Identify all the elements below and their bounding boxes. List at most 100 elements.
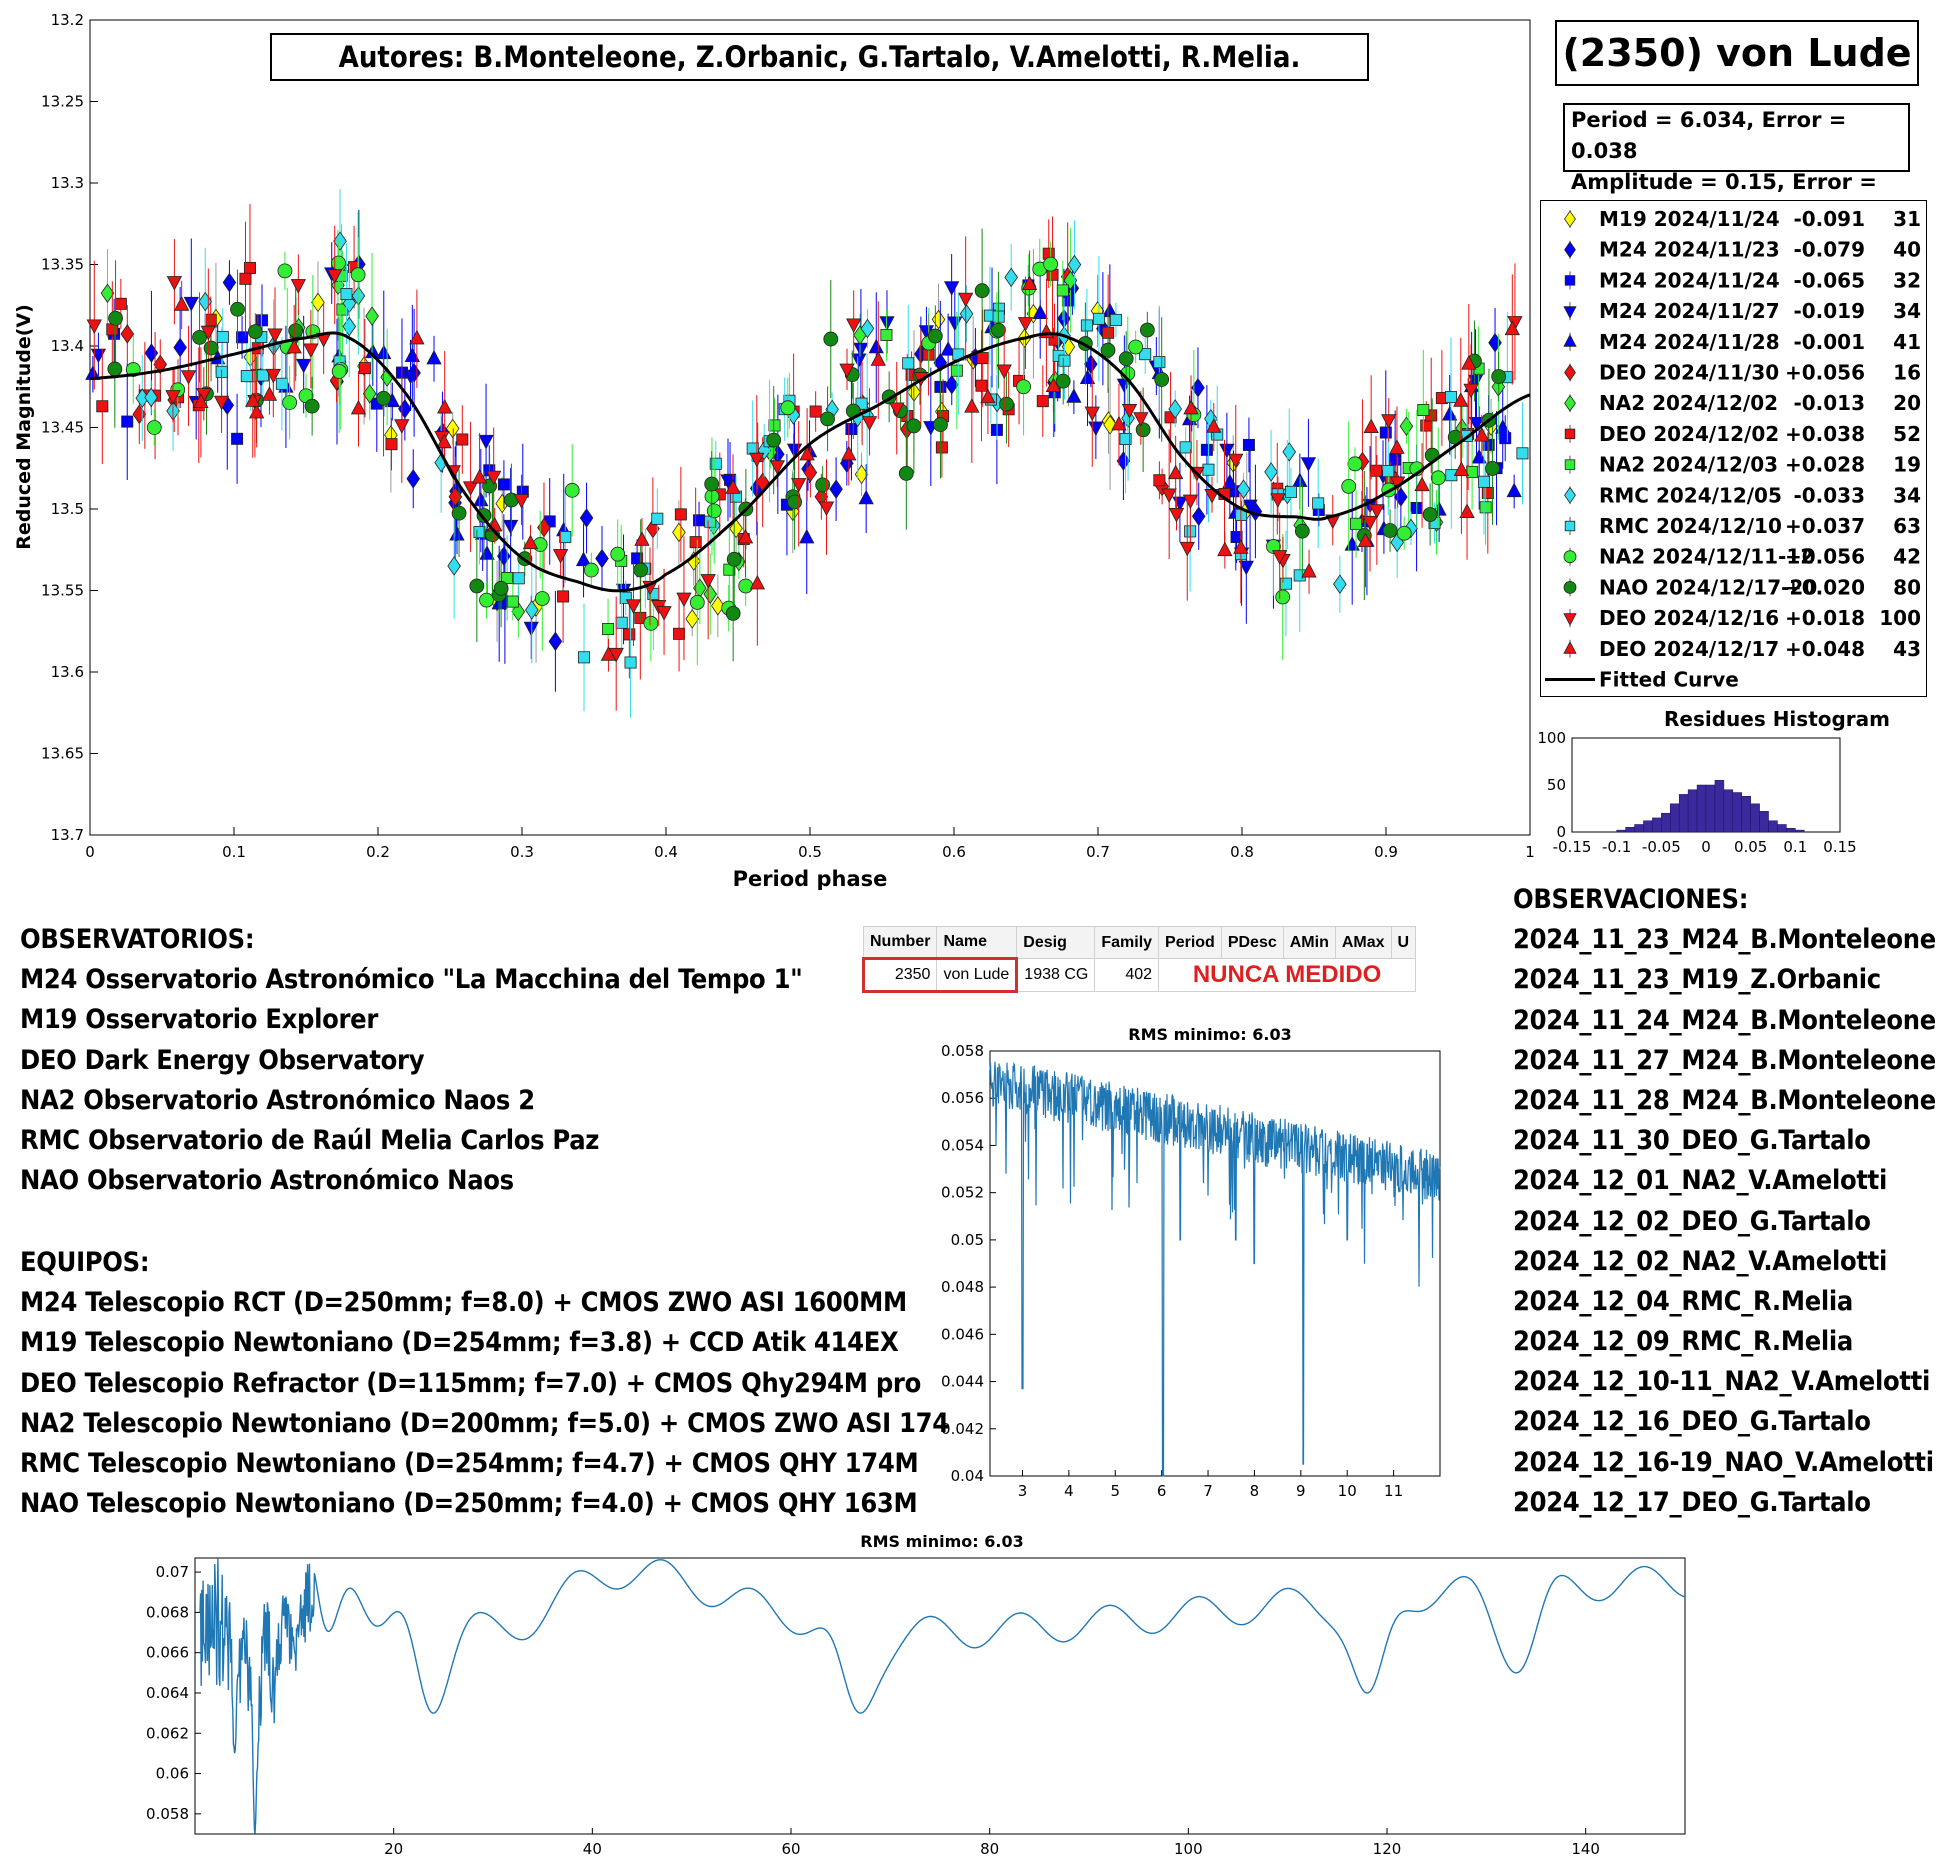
data-point (506, 595, 519, 608)
rms-periodogram-small: RMS minimo: 6.03 3 4 5 6 7 8 9 10 11 0.04 0.042 0.0… (941, 1025, 1441, 1500)
data-point (216, 330, 229, 343)
data-point (236, 331, 249, 344)
data-point (1471, 448, 1487, 464)
data-point (1461, 355, 1477, 370)
data-point (1347, 456, 1363, 472)
data-point (1183, 399, 1199, 415)
data-point (787, 494, 802, 510)
data-point (1139, 322, 1155, 338)
data-point (502, 519, 519, 535)
legend-marker (1564, 275, 1576, 286)
data-point (557, 590, 570, 603)
data-point (799, 445, 815, 461)
data-point (513, 494, 530, 509)
data-point (385, 438, 398, 451)
y-tick-label: 13.3 (51, 174, 84, 192)
data-point (1266, 539, 1281, 554)
data-point (1282, 442, 1297, 462)
legend-marker (1563, 306, 1577, 319)
legend-label: NA2 2024/12/11-12 (1599, 545, 1814, 569)
data-point (1119, 432, 1132, 445)
data-point (448, 486, 463, 507)
equipos-block: EQUIPOS: M24 Telescopio RCT (D=250mm; f=… (20, 1243, 949, 1524)
equipo-line: NA2 Telescopio Newtoniano (D=200mm; f=5.… (20, 1407, 949, 1439)
data-point (1394, 487, 1408, 507)
histogram-bar (1616, 829, 1626, 833)
data-point (1468, 416, 1485, 432)
legend-marker (1563, 550, 1577, 564)
legend-offset: +0.056 (1785, 545, 1865, 569)
data-point (769, 460, 785, 475)
data-point (1238, 560, 1254, 576)
col-amax: AMax (1334, 926, 1392, 959)
data-point (165, 390, 181, 405)
data-point (839, 363, 855, 379)
data-point (183, 296, 199, 312)
x-tick-label: 0.3 (510, 843, 534, 861)
data-point (564, 482, 580, 498)
data-point (1499, 432, 1512, 445)
data-point (711, 596, 725, 616)
legend-label: DEO 2024/12/16 (1599, 606, 1779, 630)
observatorio-line: NA2 Observatorio Astronómico Naos 2 (20, 1084, 535, 1116)
data-point (1118, 351, 1134, 367)
data-point (333, 231, 347, 251)
y-tick-label: 13.2 (51, 11, 84, 29)
data-point (1312, 497, 1325, 510)
data-point (1242, 499, 1258, 515)
observacion-line: 2024_12_09_RMC_R.Melia (1513, 1326, 1854, 1358)
data-point (1230, 531, 1243, 544)
data-point (282, 395, 298, 410)
data-point (818, 501, 835, 517)
legend-label: NA2 2024/12/03 (1599, 453, 1778, 477)
data-point (166, 276, 183, 291)
data-point (290, 279, 307, 294)
rms-x-tick-label: 8 (1250, 1482, 1260, 1500)
rms-x-tick-label: 20 (384, 1840, 403, 1858)
data-point (107, 361, 123, 377)
x-tick-label: 0.2 (366, 843, 390, 861)
data-point (1275, 589, 1291, 605)
data-point (1043, 256, 1059, 272)
data-point (1100, 342, 1116, 358)
data-point (858, 489, 874, 505)
data-point (146, 420, 162, 435)
data-point (1202, 463, 1215, 476)
data-point (436, 433, 452, 449)
data-point (1430, 470, 1446, 486)
data-point (1445, 391, 1458, 404)
data-point (1399, 416, 1414, 437)
data-point (1382, 465, 1395, 478)
data-point (1179, 441, 1192, 454)
x-tick-label: 0.9 (1374, 843, 1398, 861)
hist-x-tick-label: 0.05 (1734, 838, 1767, 856)
data-point (267, 328, 283, 344)
data-point (634, 531, 650, 546)
legend-label: DEO 2024/12/02 (1599, 422, 1779, 446)
data-point (512, 572, 525, 585)
observatorios-title: OBSERVATORIOS: (20, 924, 255, 955)
histogram-bar (1652, 817, 1662, 833)
data-point (1092, 312, 1105, 325)
legend-label: M24 2024/11/27 (1599, 299, 1780, 323)
legend-offset: -0.079 (1793, 238, 1865, 262)
observatorio-line: NAO Observatorio Astronómico Naos (20, 1165, 514, 1197)
observaciones-block: OBSERVACIONES: 2024_11_23_M24_B.Monteleo… (1513, 880, 1936, 1523)
legend-label: DEO 2024/11/30 (1599, 361, 1779, 385)
fit-results-box: Period = 6.034, Error = 0.038 Amplitude … (1563, 103, 1910, 225)
data-point (1363, 418, 1379, 434)
data-point (749, 452, 765, 468)
data-point (342, 316, 357, 337)
data-point (447, 556, 461, 576)
data-point (725, 605, 741, 621)
data-point (437, 398, 453, 414)
data-point (1168, 399, 1182, 419)
legend-count: 40 (1893, 238, 1921, 262)
data-point (1495, 419, 1511, 434)
data-point (619, 591, 632, 604)
data-point (1168, 508, 1185, 523)
data-point (643, 615, 659, 631)
data-point (737, 528, 754, 544)
data-point (738, 578, 754, 594)
data-point (1301, 562, 1317, 578)
